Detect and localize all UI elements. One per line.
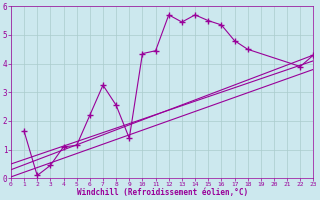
X-axis label: Windchill (Refroidissement éolien,°C): Windchill (Refroidissement éolien,°C) <box>76 188 248 197</box>
